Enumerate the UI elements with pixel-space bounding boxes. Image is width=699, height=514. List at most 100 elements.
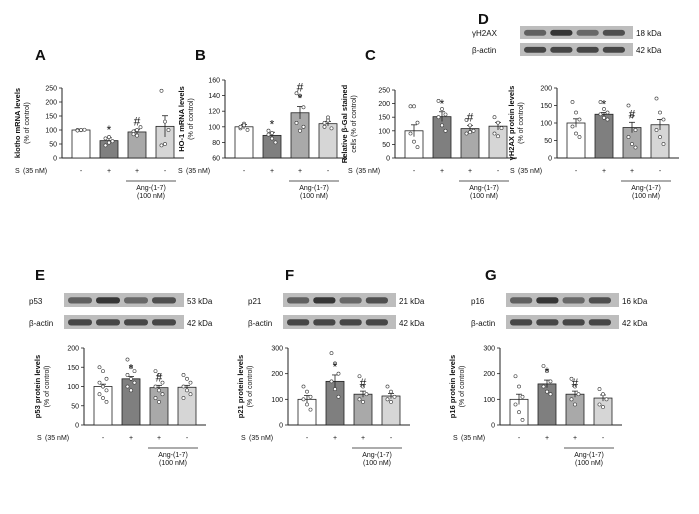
blot-kda-label: 16 kDa	[622, 297, 648, 306]
data-point	[82, 127, 87, 132]
data-point	[570, 124, 575, 129]
s-sign: +	[135, 168, 139, 175]
data-point	[185, 376, 189, 381]
data-point	[160, 380, 165, 385]
y-tick-label: 50	[71, 403, 79, 410]
data-point	[163, 142, 167, 146]
data-point	[574, 131, 578, 136]
y-axis-label: HO-1 mRNA levels	[177, 86, 186, 152]
ang-label: Ang-(1-7)	[158, 452, 188, 459]
y-tick-label: 100	[208, 124, 220, 131]
y-tick-label: 200	[378, 101, 390, 108]
y-tick-label: 150	[540, 103, 552, 110]
bar	[71, 129, 91, 159]
s-unit: (35 nM)	[356, 168, 380, 175]
data-point	[408, 104, 413, 109]
data-point	[601, 392, 605, 397]
blot-band	[510, 319, 533, 326]
data-point	[545, 389, 549, 394]
data-point	[270, 136, 274, 141]
blot-f: p21 21 kDa β-actin 42 kDa	[248, 293, 425, 329]
data-point	[107, 135, 111, 139]
data-point	[440, 107, 444, 111]
s-sign: -	[518, 435, 521, 442]
data-point	[545, 369, 549, 374]
significance-mark: *	[107, 123, 112, 137]
bar	[177, 386, 197, 426]
bar	[488, 125, 508, 159]
data-point	[574, 110, 578, 115]
blot-g: p16 16 kDa β-actin 42 kDa	[471, 293, 648, 329]
data-point	[443, 128, 448, 133]
data-point	[101, 384, 105, 389]
blot-kda-label: 42 kDa	[187, 319, 213, 328]
data-point	[160, 392, 165, 397]
y-tick-label: 150	[378, 115, 390, 122]
data-point	[597, 402, 602, 407]
data-point	[440, 123, 444, 128]
data-point	[132, 369, 137, 374]
blot-band	[536, 319, 559, 326]
ang-label: Ang-(1-7)	[469, 185, 499, 192]
blot-protein-label: γH2AX	[472, 29, 498, 38]
data-point	[389, 389, 393, 394]
data-point	[138, 125, 143, 130]
s-unit: (35 nM)	[518, 168, 542, 175]
y-tick-label: 100	[45, 128, 57, 135]
y-axis-label: γH2AX protein levels	[507, 86, 516, 161]
y-tick-label: 120	[208, 109, 220, 116]
data-point	[157, 373, 161, 377]
data-point	[626, 135, 631, 139]
y-axis-sublabel: (% of control)	[44, 366, 51, 408]
data-point	[468, 130, 472, 135]
data-point	[577, 117, 582, 122]
data-point	[602, 107, 606, 111]
s-unit: (35 nM)	[23, 168, 47, 175]
y-tick-label: 250	[45, 86, 57, 93]
y-tick-label: 160	[208, 78, 220, 85]
data-point	[385, 384, 390, 389]
significance-mark: *	[270, 117, 275, 131]
data-point	[166, 128, 171, 132]
blot-strip	[506, 293, 619, 307]
blot-kda-label: 53 kDa	[187, 297, 213, 306]
y-tick-label: 50	[382, 142, 390, 149]
blot-band	[339, 319, 362, 326]
y-axis-label: p53 protein levels	[33, 355, 42, 418]
data-point	[97, 365, 102, 370]
data-point	[270, 131, 274, 135]
data-point	[125, 373, 130, 377]
blot-band	[96, 297, 120, 304]
s-label: S	[453, 435, 458, 442]
y-axis-sublabel: (% of control)	[247, 366, 254, 408]
data-point	[517, 384, 521, 389]
y-axis-label: klotho mRNA levels	[13, 88, 22, 158]
blot-band	[510, 297, 533, 304]
data-point	[75, 128, 80, 133]
data-point	[101, 396, 105, 400]
blot-band	[550, 29, 573, 36]
data-point	[159, 143, 164, 148]
data-point	[336, 371, 341, 376]
y-tick-label: 300	[483, 346, 495, 353]
s-label: S	[178, 168, 183, 175]
y-tick-label: 200	[271, 371, 283, 378]
bar	[594, 113, 614, 159]
s-sign: +	[270, 168, 274, 175]
blot-band	[68, 319, 92, 326]
data-point	[97, 392, 102, 397]
data-point	[305, 389, 309, 394]
blot-e: p53 53 kDa β-actin 42 kDa	[29, 293, 213, 329]
s-unit: (35 nM)	[249, 435, 273, 442]
data-point	[188, 380, 193, 385]
data-point	[569, 376, 574, 381]
s-unit: (35 nM)	[461, 435, 485, 442]
ang-unit: (100 nM)	[632, 193, 660, 200]
data-point	[104, 376, 109, 381]
blot-band	[339, 297, 362, 304]
y-axis-label: p16 protein levels	[448, 355, 457, 418]
y-axis-sublabel: (% of control)	[188, 98, 195, 140]
data-point	[294, 121, 299, 125]
